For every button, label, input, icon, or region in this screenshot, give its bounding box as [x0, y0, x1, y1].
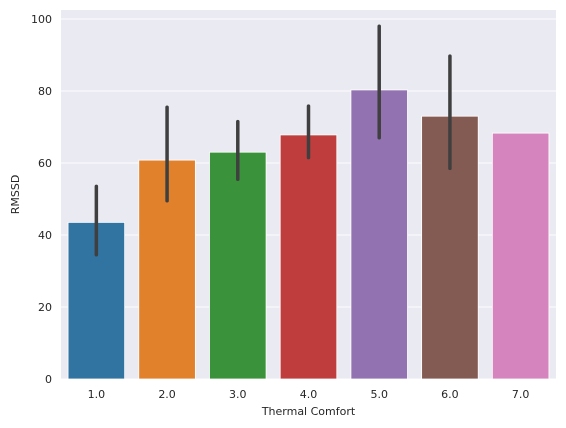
y-axis-ticks: 0 20 40 60 80 100 — [31, 13, 52, 386]
y-tick-label: 0 — [45, 373, 52, 386]
x-tick-label: 5.0 — [370, 388, 388, 401]
error-bars — [94, 24, 452, 257]
x-axis-label: Thermal Comfort — [261, 405, 356, 418]
y-tick-label: 100 — [31, 13, 52, 26]
x-tick-label: 6.0 — [441, 388, 459, 401]
y-tick-label: 80 — [38, 85, 52, 98]
y-tick-label: 40 — [38, 229, 52, 242]
bar — [279, 134, 338, 380]
bar — [209, 151, 267, 380]
y-axis-label: RMSSD — [9, 175, 22, 215]
x-tick-label: 4.0 — [300, 388, 318, 401]
y-tick-label: 20 — [38, 301, 52, 314]
y-tick-label: 60 — [38, 157, 52, 170]
x-tick-label: 1.0 — [88, 388, 106, 401]
x-axis-ticks: 1.0 2.0 3.0 4.0 5.0 6.0 7.0 — [88, 388, 530, 401]
bar — [491, 132, 550, 380]
x-tick-label: 7.0 — [512, 388, 530, 401]
x-tick-label: 3.0 — [229, 388, 247, 401]
x-tick-label: 2.0 — [158, 388, 176, 401]
